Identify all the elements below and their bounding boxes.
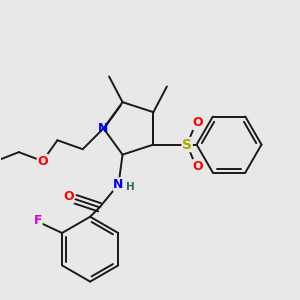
Text: O: O xyxy=(63,190,74,203)
Text: N: N xyxy=(98,122,109,135)
Text: N: N xyxy=(113,178,124,191)
Text: O: O xyxy=(193,116,203,130)
Text: O: O xyxy=(193,160,203,173)
Text: H: H xyxy=(126,182,135,192)
Text: F: F xyxy=(34,214,42,227)
Text: O: O xyxy=(37,154,48,168)
Text: S: S xyxy=(182,138,192,152)
